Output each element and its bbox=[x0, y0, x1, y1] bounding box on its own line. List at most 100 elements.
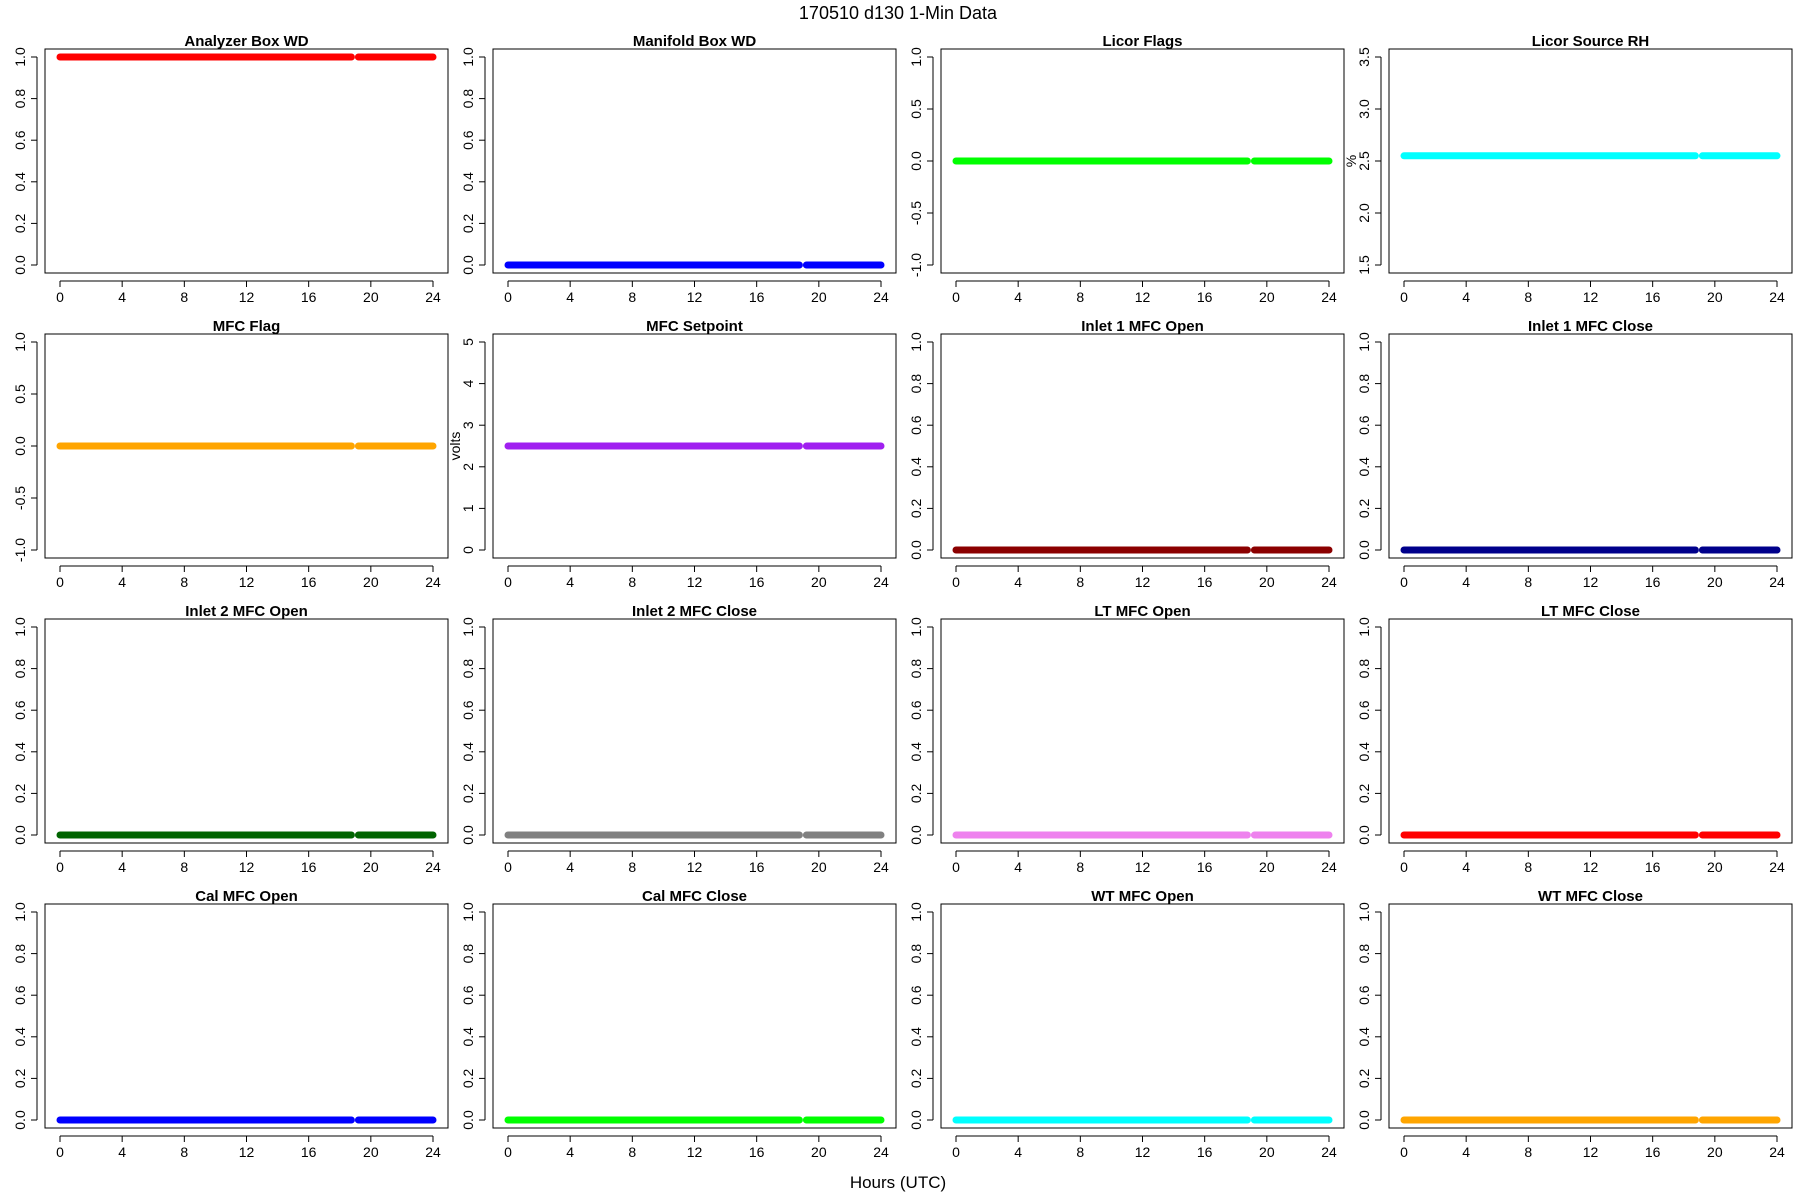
chart-panel: Analyzer Box WD 0 4 8 12 16 20 24 0.0 0.2 0.4 0.6 0.… bbox=[12, 33, 449, 305]
y-tick-label: 0.6 bbox=[1356, 700, 1372, 720]
y-tick-label: 0.2 bbox=[1356, 498, 1372, 518]
plot-frame bbox=[940, 333, 1345, 559]
x-tick-label: 0 bbox=[56, 1144, 64, 1160]
y-tick-label: 0.0 bbox=[12, 436, 28, 456]
y-tick-label: -0.5 bbox=[12, 486, 28, 510]
x-tick-label: 16 bbox=[1197, 859, 1213, 875]
y-tick-label: 0.6 bbox=[460, 130, 476, 150]
x-tick-label: 8 bbox=[1524, 1144, 1532, 1160]
x-tick-label: 0 bbox=[952, 859, 960, 875]
y-tick-label: 0.4 bbox=[908, 1027, 924, 1047]
x-tick-label: 8 bbox=[628, 859, 636, 875]
panel-title: Licor Source RH bbox=[1532, 33, 1650, 50]
y-tick-label: 0.2 bbox=[460, 783, 476, 803]
x-tick-label: 16 bbox=[1645, 1144, 1661, 1160]
y-tick-label: 0.2 bbox=[1356, 783, 1372, 803]
x-tick-label: 8 bbox=[628, 574, 636, 590]
y-tick-label: -1.0 bbox=[12, 538, 28, 562]
y-tick-label: 1.0 bbox=[1356, 332, 1372, 352]
y-tick-label: 1.0 bbox=[12, 617, 28, 637]
x-tick-label: 12 bbox=[239, 859, 255, 875]
y-tick-label: 1.0 bbox=[1356, 902, 1372, 922]
x-tick-label: 24 bbox=[1769, 574, 1785, 590]
plot-frame bbox=[940, 618, 1345, 844]
y-tick-label: 0.4 bbox=[908, 742, 924, 762]
x-tick-label: 24 bbox=[1769, 1144, 1785, 1160]
y-tick-label: 1.0 bbox=[460, 617, 476, 637]
y-tick-label: 0.8 bbox=[908, 944, 924, 964]
x-tick-label: 4 bbox=[566, 574, 574, 590]
y-tick-label: 0.0 bbox=[908, 540, 924, 560]
x-tick-label: 16 bbox=[301, 859, 317, 875]
panel-title: Inlet 2 MFC Open bbox=[185, 603, 308, 620]
y-tick-label: 0.6 bbox=[12, 985, 28, 1005]
plot-frame bbox=[492, 618, 897, 844]
x-tick-label: 8 bbox=[180, 289, 188, 305]
y-tick-label: 2.0 bbox=[1356, 203, 1372, 223]
y-tick-label: 0.4 bbox=[12, 1027, 28, 1047]
chart-panel: Licor Source RH 0 4 8 12 16 20 24 1.5 2.0 2.5 3.0 3.… bbox=[1343, 33, 1793, 305]
chart-panel: WT MFC Open 0 4 8 12 16 20 24 0.0 0.2 0.4 0.6 0.8 1.0 bbox=[908, 888, 1345, 1160]
x-tick-label: 20 bbox=[363, 574, 379, 590]
plot-frame bbox=[44, 903, 449, 1129]
x-tick-label: 0 bbox=[1400, 1144, 1408, 1160]
x-tick-label: 12 bbox=[239, 1144, 255, 1160]
y-tick-label: 0.6 bbox=[908, 985, 924, 1005]
x-tick-label: 24 bbox=[873, 289, 889, 305]
x-tick-label: 24 bbox=[1321, 289, 1337, 305]
y-tick-label: 1.0 bbox=[908, 332, 924, 352]
y-tick-label: 0.0 bbox=[460, 255, 476, 275]
x-tick-label: 4 bbox=[1462, 574, 1470, 590]
plot-frame bbox=[44, 48, 449, 274]
panel-title: Inlet 2 MFC Close bbox=[632, 603, 757, 620]
y-tick-label: 0.6 bbox=[908, 415, 924, 435]
x-tick-label: 0 bbox=[56, 289, 64, 305]
y-tick-label: 0.2 bbox=[1356, 1068, 1372, 1088]
x-tick-label: 16 bbox=[749, 574, 765, 590]
y-tick-label: 0.0 bbox=[12, 255, 28, 275]
y-tick-label: 0.2 bbox=[908, 1068, 924, 1088]
y-tick-label: 0.0 bbox=[12, 825, 28, 845]
y-tick-label: 0.6 bbox=[12, 700, 28, 720]
plot-frame bbox=[44, 618, 449, 844]
y-tick-label: 0.6 bbox=[460, 700, 476, 720]
x-tick-label: 4 bbox=[566, 289, 574, 305]
y-tick-label: 3 bbox=[460, 421, 476, 429]
y-tick-label: 0.4 bbox=[460, 742, 476, 762]
x-tick-label: 8 bbox=[1524, 859, 1532, 875]
y-tick-label: 0.4 bbox=[1356, 1027, 1372, 1047]
y-tick-label: 0.4 bbox=[460, 172, 476, 192]
x-tick-label: 8 bbox=[1524, 574, 1532, 590]
y-tick-label: 0.4 bbox=[12, 742, 28, 762]
x-tick-label: 12 bbox=[1583, 859, 1599, 875]
y-tick-label: 1.0 bbox=[908, 47, 924, 67]
chart-panel: Licor Flags 0 4 8 12 16 20 24 -1.0 -0.5 0.0 0.5 1.0 bbox=[908, 33, 1345, 305]
y-tick-label: 1.5 bbox=[1356, 255, 1372, 275]
x-tick-label: 16 bbox=[301, 1144, 317, 1160]
chart-panel: Manifold Box WD 0 4 8 12 16 20 24 0.0 0.2 0.4 0.6 0.… bbox=[460, 33, 897, 305]
x-tick-label: 0 bbox=[952, 574, 960, 590]
x-tick-label: 0 bbox=[952, 1144, 960, 1160]
plot-frame bbox=[44, 333, 449, 559]
plot-frame bbox=[1388, 903, 1793, 1129]
x-tick-label: 12 bbox=[687, 289, 703, 305]
x-tick-label: 0 bbox=[1400, 574, 1408, 590]
x-tick-label: 12 bbox=[1583, 574, 1599, 590]
panel-title: WT MFC Open bbox=[1091, 888, 1193, 905]
x-tick-label: 16 bbox=[1645, 574, 1661, 590]
x-tick-label: 4 bbox=[1462, 1144, 1470, 1160]
x-tick-label: 12 bbox=[687, 1144, 703, 1160]
y-tick-label: 0.2 bbox=[460, 1068, 476, 1088]
y-tick-label: 0.0 bbox=[1356, 1110, 1372, 1130]
y-tick-label: 0.8 bbox=[12, 659, 28, 679]
y-tick-label: 0.4 bbox=[1356, 742, 1372, 762]
chart-panel: Cal MFC Close 0 4 8 12 16 20 24 0.0 0.2 0.4 0.6 0.8 1… bbox=[460, 888, 897, 1160]
x-tick-label: 8 bbox=[628, 289, 636, 305]
y-tick-label: 0.8 bbox=[1356, 374, 1372, 394]
x-tick-label: 20 bbox=[811, 289, 827, 305]
y-tick-label: -0.5 bbox=[908, 201, 924, 225]
y-tick-label: 0.8 bbox=[12, 944, 28, 964]
x-tick-label: 8 bbox=[1076, 289, 1084, 305]
x-tick-label: 12 bbox=[1135, 859, 1151, 875]
y-tick-label: 3.5 bbox=[1356, 47, 1372, 67]
